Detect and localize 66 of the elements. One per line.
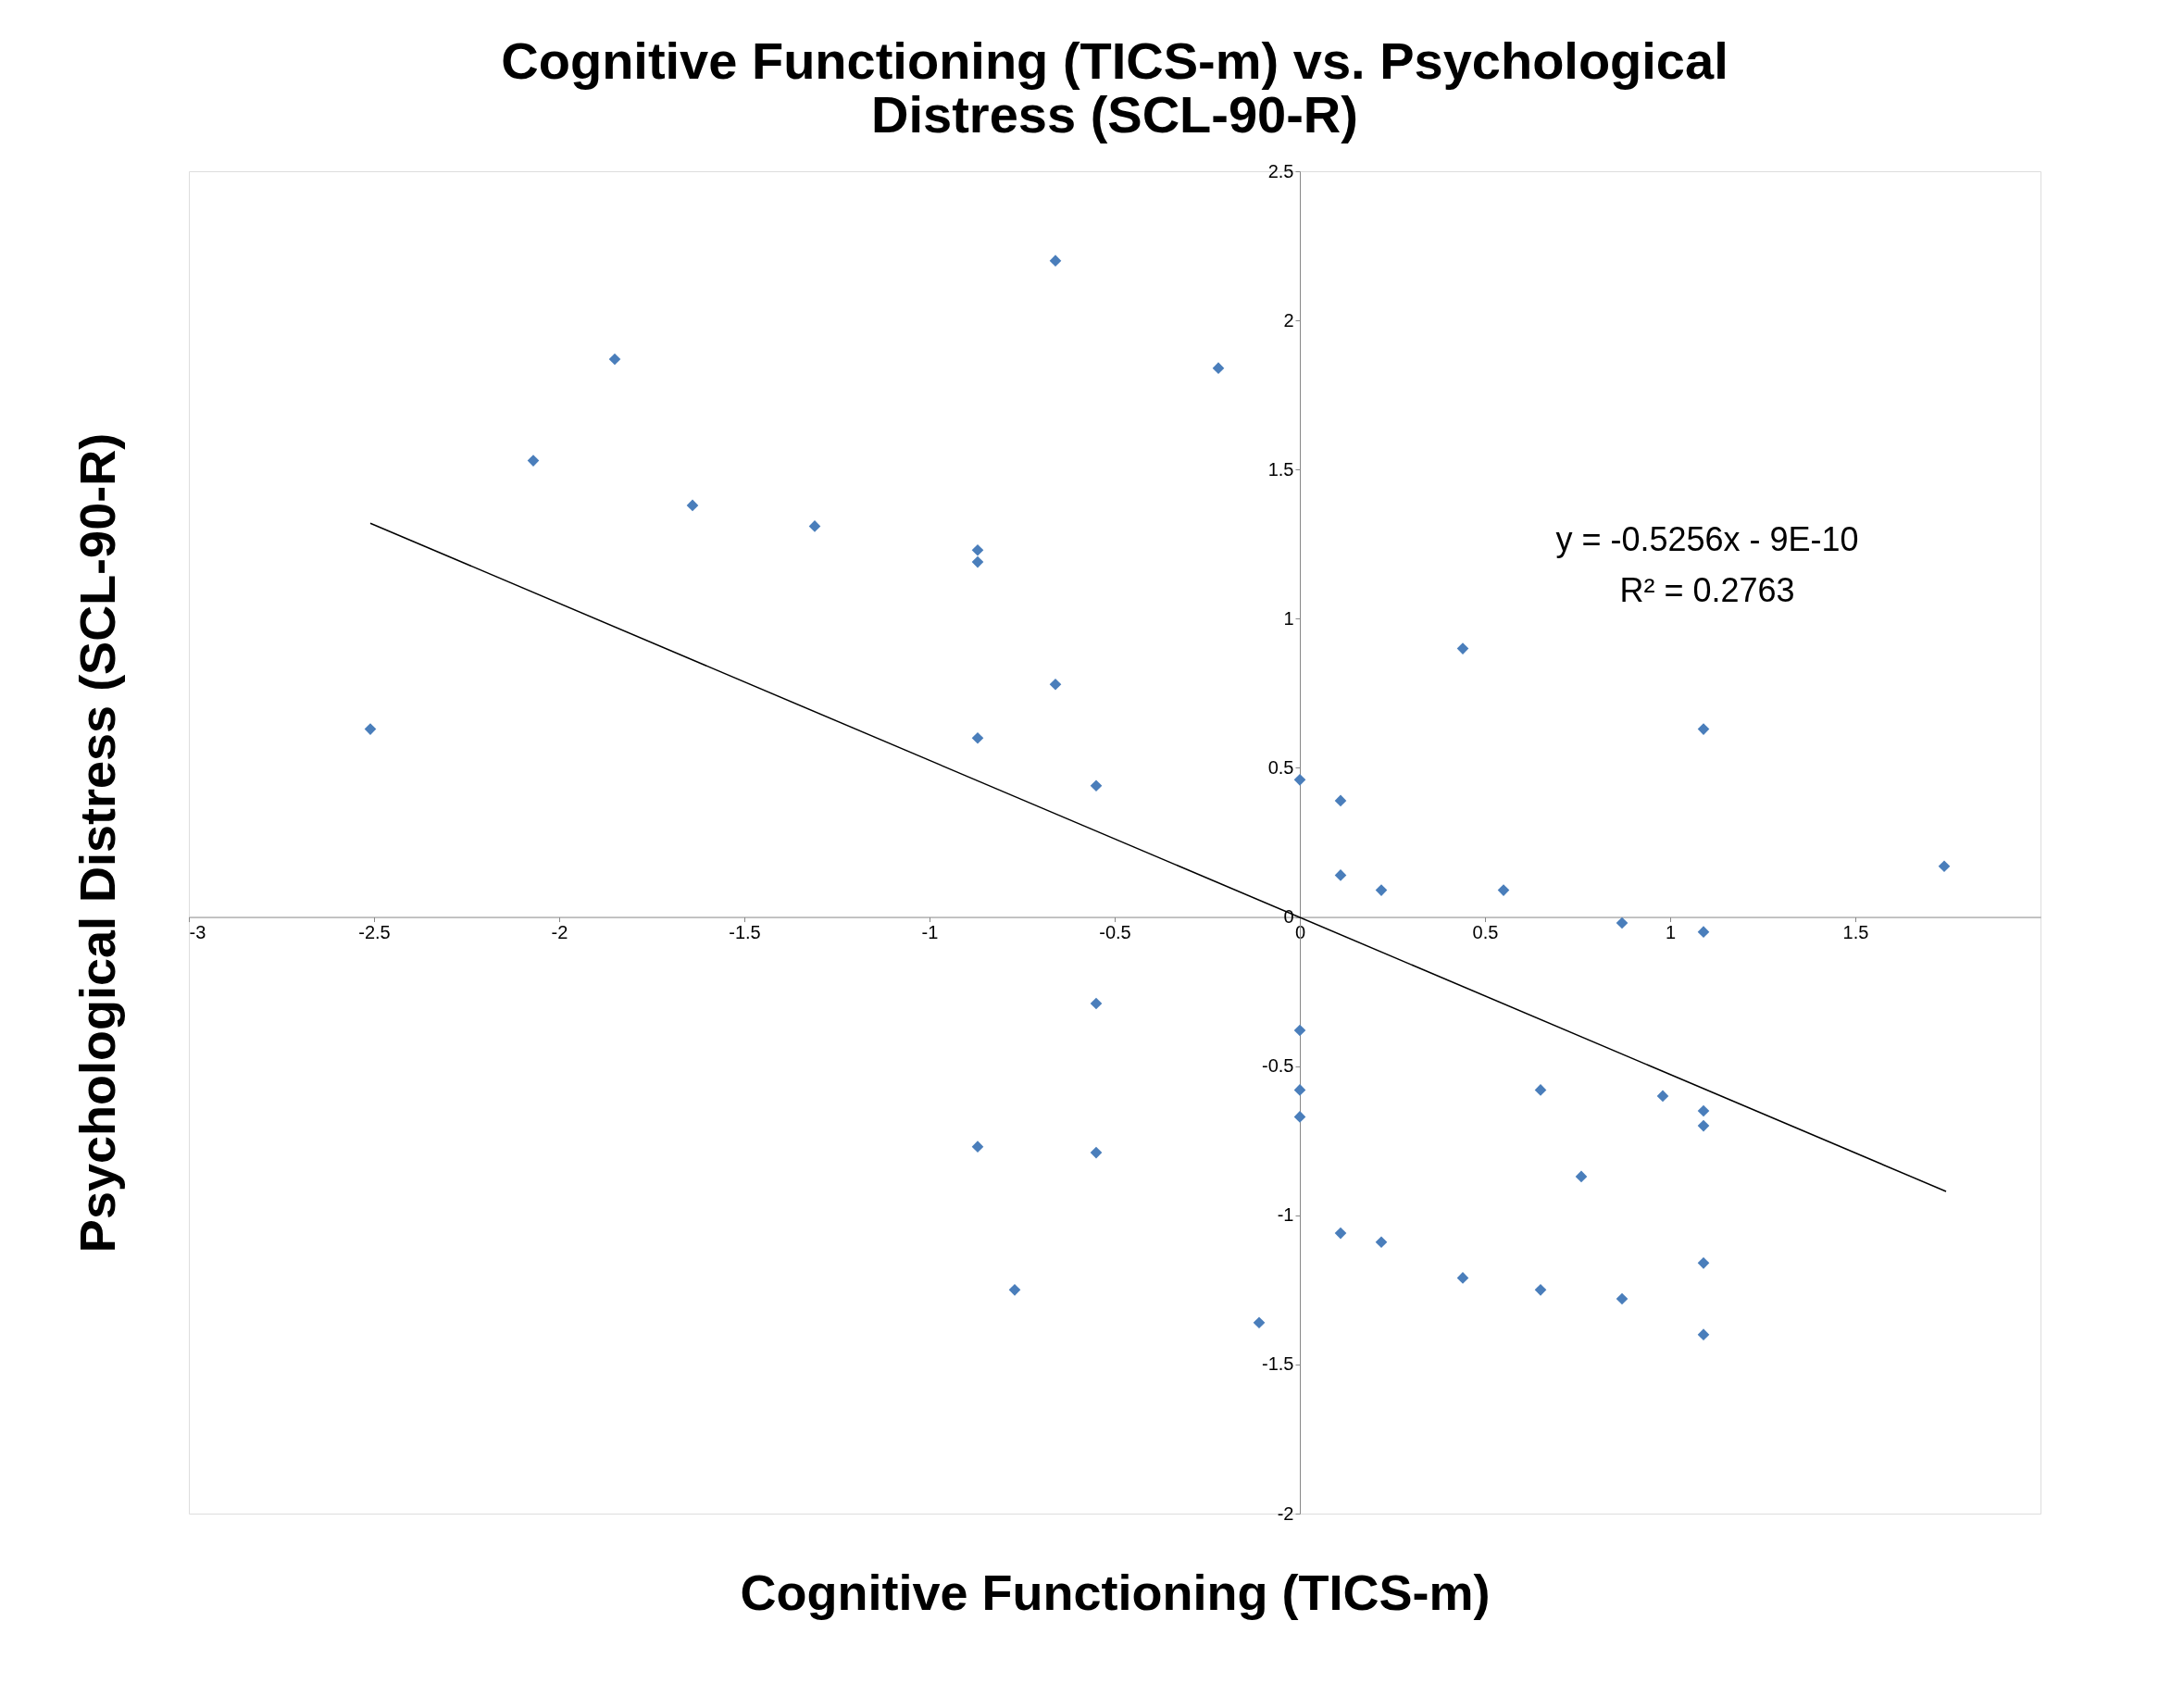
point <box>1497 884 1510 896</box>
point <box>971 543 984 556</box>
point <box>1212 362 1225 374</box>
x-tick-label: -2.5 <box>358 922 391 943</box>
point <box>1534 1284 1547 1296</box>
point <box>527 455 540 467</box>
point <box>1697 1104 1710 1117</box>
x-tick-label: 1 <box>1665 922 1677 943</box>
point <box>1534 1084 1547 1096</box>
point <box>686 499 699 512</box>
y-tick-label: 0 <box>1283 906 1294 928</box>
point <box>1697 1328 1710 1340</box>
x-tick-label: -1.5 <box>729 922 761 943</box>
y-tick-label: 1 <box>1283 607 1294 629</box>
point <box>1293 1084 1306 1096</box>
point <box>1938 860 1951 873</box>
point <box>1334 869 1347 881</box>
point <box>808 520 821 532</box>
point <box>1293 774 1306 786</box>
point <box>1697 926 1710 938</box>
point <box>1253 1316 1266 1329</box>
annotation: y = -0.5256x - 9E-10 <box>1555 519 1859 558</box>
x-axis-title: Cognitive Functioning (TICS-m) <box>740 1564 1491 1620</box>
point <box>1697 1257 1710 1269</box>
point <box>1575 1170 1588 1183</box>
y-tick-label: 2.5 <box>1267 160 1294 181</box>
point <box>608 353 621 366</box>
point <box>971 731 984 744</box>
y-tick-label: 2 <box>1283 309 1294 330</box>
point <box>1334 1227 1347 1240</box>
point <box>1656 1090 1669 1103</box>
x-tick-label: -0.5 <box>1099 922 1131 943</box>
y-tick-label: 1.5 <box>1267 458 1294 480</box>
annotation: R² = 0.2763 <box>1619 570 1795 609</box>
point <box>1049 678 1062 691</box>
y-tick-label: 0.5 <box>1267 756 1294 778</box>
point <box>1090 779 1103 792</box>
point <box>364 723 377 735</box>
point <box>1334 794 1347 807</box>
point <box>971 555 984 568</box>
point <box>1616 916 1629 929</box>
point <box>1293 1111 1306 1123</box>
point <box>1375 1236 1388 1249</box>
point <box>1697 1119 1710 1132</box>
point <box>1090 1146 1103 1159</box>
point <box>971 1141 984 1153</box>
point <box>1456 642 1469 655</box>
point <box>1293 1024 1306 1037</box>
x-tick-label: 1.5 <box>1842 922 1869 943</box>
y-tick-label: -2 <box>1277 1502 1294 1524</box>
chart-title: Cognitive Functioning (TICS-m) vs. Psychological Distress (SCL-90-R) <box>501 31 1728 143</box>
y-axis-title: Psychological Distress (SCL-90-R) <box>69 432 125 1253</box>
x-tick-label: 0.5 <box>1472 922 1499 943</box>
point <box>1049 255 1062 267</box>
point <box>1616 1292 1629 1305</box>
x-tick-label: -2 <box>551 922 568 943</box>
x-tick-label: -3 <box>189 922 206 943</box>
point <box>1456 1272 1469 1284</box>
y-tick-label: -1.5 <box>1262 1353 1294 1375</box>
point <box>1375 884 1388 896</box>
point <box>1090 997 1103 1010</box>
y-tick-label: -1 <box>1277 1204 1294 1226</box>
y-tick-label: -0.5 <box>1262 1055 1294 1077</box>
x-tick-label: -1 <box>921 922 939 943</box>
point <box>1697 723 1710 735</box>
point <box>1008 1284 1021 1296</box>
